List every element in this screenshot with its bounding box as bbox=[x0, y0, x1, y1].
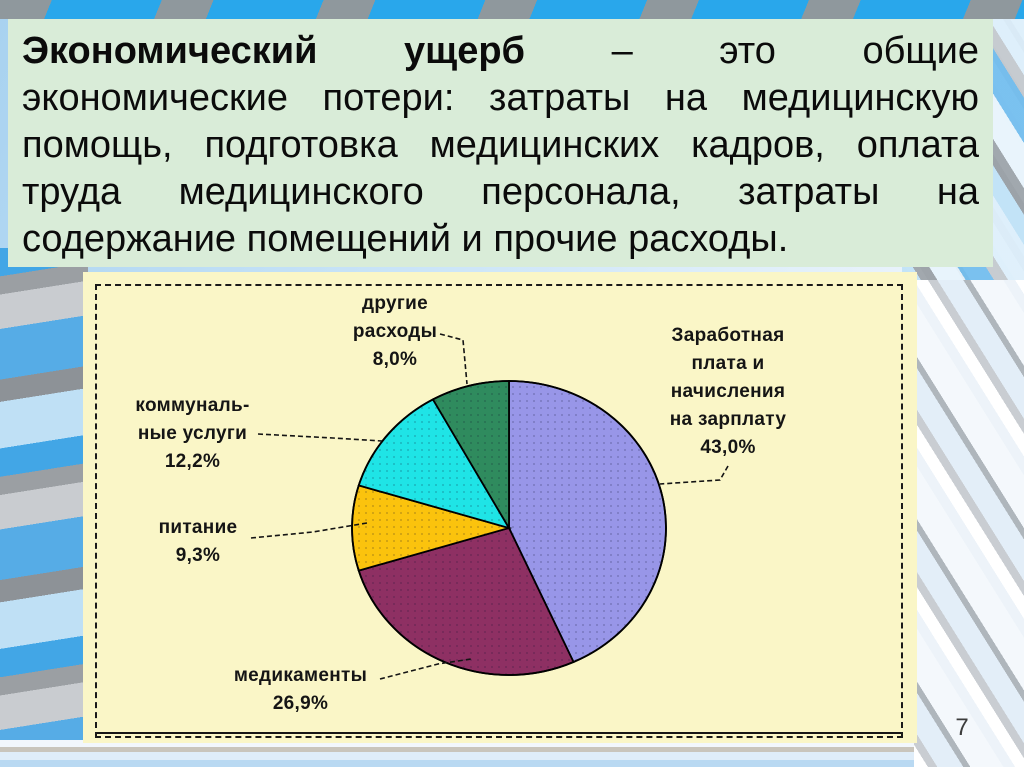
chart-dashed-border bbox=[95, 284, 903, 738]
pie-label-other: другие расходы 8,0% bbox=[305, 290, 485, 374]
definition-line-1: Экономический ущерб – это общие bbox=[22, 28, 979, 75]
definition-line-3: помощь, подготовка медицинских кадров, о… bbox=[22, 124, 979, 166]
definition-line-4: труда медицинского персонала, затраты на bbox=[22, 171, 979, 213]
pie-label-other-line-2: расходы bbox=[352, 321, 438, 342]
definition-line-1-rest: – это общие bbox=[525, 30, 979, 72]
pie-label-other-value: 8,0% bbox=[372, 349, 418, 370]
background-stripes-bottom bbox=[0, 740, 914, 767]
page-number: 7 bbox=[955, 714, 969, 741]
pie-label-food-value: 9,3% bbox=[175, 545, 221, 566]
pie-label-salary-line-4: на зарплату bbox=[669, 409, 787, 430]
leader-line-utilities bbox=[257, 433, 383, 442]
definition-term: Экономический ущерб bbox=[22, 30, 526, 72]
pie-label-food: питание 9,3% bbox=[113, 514, 283, 570]
pie-label-medicines-value: 26,9% bbox=[272, 693, 329, 714]
leader-line-salary bbox=[659, 465, 729, 485]
definition-text-box: Экономический ущерб – это общие экономич… bbox=[8, 19, 993, 267]
pie-label-utilities-line-2: ные услуги bbox=[137, 423, 248, 444]
pie-label-utilities: коммуналь- ные услуги 12,2% bbox=[95, 392, 290, 476]
pie-label-utilities-value: 12,2% bbox=[164, 451, 221, 472]
pie-label-medicines: медикаменты 26,9% bbox=[188, 662, 413, 718]
pie-label-salary-line-1: Заработная bbox=[671, 325, 785, 346]
pie-label-other-line-1: другие bbox=[362, 293, 428, 314]
background-stripes-left bbox=[0, 248, 88, 767]
pie-dot-texture bbox=[351, 380, 667, 676]
chart-bottom-frame-line bbox=[97, 732, 901, 734]
pie-label-salary-line-3: начисления bbox=[670, 381, 786, 402]
pie-label-food-line-1: питание bbox=[158, 517, 238, 538]
pie-svg bbox=[250, 333, 729, 680]
pie-chart-panel: другие расходы 8,0% Заработная плата и н… bbox=[83, 272, 917, 743]
background-stripes-top bbox=[0, 0, 1024, 19]
leader-line-food bbox=[250, 522, 368, 539]
leader-line-medicines bbox=[379, 658, 472, 680]
definition-line-2: экономические потери: затраты на медицин… bbox=[22, 77, 979, 119]
pie-label-salary-line-2: плата и bbox=[691, 353, 765, 374]
pie-label-salary: Заработная плата и начисления на зарплат… bbox=[623, 322, 833, 462]
definition-line-5: содержание помещений и прочие расходы. bbox=[22, 218, 789, 260]
pie-slices bbox=[351, 380, 667, 676]
pie-label-utilities-line-1: коммуналь- bbox=[135, 395, 250, 416]
pie-label-salary-value: 43,0% bbox=[700, 437, 756, 458]
pie-label-medicines-line-1: медикаменты bbox=[233, 665, 368, 686]
